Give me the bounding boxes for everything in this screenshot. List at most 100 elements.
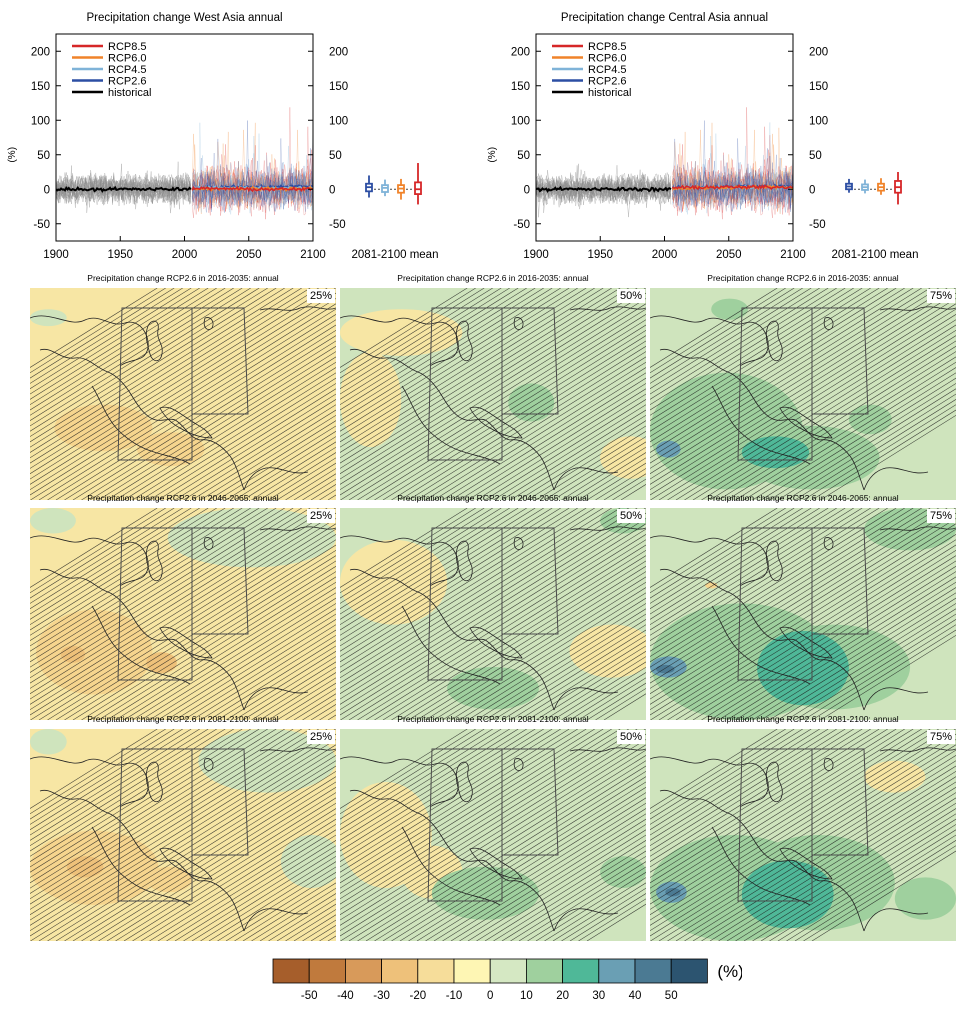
hatch-line (340, 739, 646, 932)
hatch-line (72, 555, 336, 720)
hatch-line (811, 409, 956, 500)
hatch-line (650, 508, 880, 652)
hatch-line (30, 729, 234, 857)
hatch-line (30, 288, 217, 406)
scenario-member-line (191, 154, 314, 212)
map-title: Precipitation change RCP2.6 in 2046-2065… (397, 493, 589, 503)
hatch-line (340, 729, 536, 852)
map-title: Precipitation change RCP2.6 in 2016-2035… (87, 273, 279, 283)
coastline (39, 789, 133, 838)
hatch-line (650, 288, 812, 390)
persian-gulf-outline (159, 626, 213, 659)
hatch-line (174, 619, 336, 720)
coastline (509, 880, 555, 932)
hatch-line (30, 508, 183, 604)
hatch-line (709, 565, 956, 720)
hatch-line (667, 539, 956, 720)
hatch-line (340, 288, 638, 475)
hatch-line (234, 877, 336, 941)
hatch-line (760, 597, 956, 720)
hatch-line (650, 508, 897, 663)
hatch-line (340, 729, 510, 836)
hatch-line (735, 581, 956, 720)
unhatched-region (615, 288, 646, 500)
hatch-line (30, 508, 192, 610)
map-contour-region (741, 860, 834, 929)
hatch-line (442, 813, 646, 941)
hatch-line (650, 508, 786, 594)
hatch-line (81, 781, 336, 941)
hatch-line (382, 335, 646, 500)
hatch-line (442, 592, 646, 720)
hatch-line (518, 420, 646, 500)
hatch-line (47, 539, 336, 720)
hatch-line (64, 770, 336, 941)
hatch-line (684, 549, 956, 720)
scenario-member-line (672, 163, 794, 220)
persian-gulf-outline (469, 406, 523, 439)
x-tick-label: 2000 (172, 249, 198, 261)
hatch-line (30, 729, 328, 916)
hatch-line (30, 288, 234, 416)
scenario-member-line (671, 152, 794, 217)
hatch-line (650, 508, 795, 599)
hatch-line (340, 729, 553, 862)
scenario-member-line (671, 126, 794, 218)
hatch-line (650, 508, 837, 626)
coastline (879, 306, 956, 311)
hatch-line (30, 508, 277, 663)
hatch-line (340, 729, 612, 900)
hatch-line (769, 603, 956, 720)
scenario-member-line (672, 133, 794, 214)
hatch-line (340, 508, 468, 588)
aral-sea-outline (513, 317, 524, 330)
map-canvas (650, 508, 956, 720)
hatch-line (803, 624, 956, 720)
hatch-line (569, 672, 646, 720)
map-contour-region (30, 729, 67, 755)
hatch-line (340, 729, 638, 916)
hatch-line (561, 666, 646, 720)
y-tick-label-right: 0 (329, 184, 335, 196)
y-tick-label-right: 200 (809, 46, 828, 58)
hatch-line (30, 739, 336, 932)
hatch-line (552, 441, 646, 500)
hatch-line (89, 786, 336, 941)
mean-label: 2081-2100 mean (352, 249, 439, 261)
hatch-line (433, 367, 646, 500)
hatch-line (650, 729, 829, 841)
map-contour-region (711, 298, 748, 320)
precipitation-map: 75% (650, 729, 956, 941)
hatch-line (586, 462, 646, 500)
coastline (819, 439, 865, 491)
scenario-member-line (671, 155, 794, 209)
hatch-line (701, 781, 956, 941)
hatch-line (544, 877, 646, 941)
y-tick-label-right: 100 (329, 115, 348, 127)
west-asia-region-box (427, 748, 503, 902)
hatch-line (650, 733, 956, 926)
hatch-line (650, 729, 939, 910)
hatch-line (391, 560, 646, 720)
hatch-line (433, 808, 646, 941)
hatch-line (30, 508, 175, 599)
central-asia-region-box (811, 748, 869, 856)
hatch-line (340, 288, 544, 416)
map-canvas (650, 729, 956, 941)
precipitation-map: 50% (340, 288, 646, 500)
series-line-RCP85 (671, 183, 793, 191)
hatch-line (650, 508, 820, 615)
hatch-line (650, 288, 837, 406)
hatch-line (811, 850, 956, 941)
hatch-line (340, 508, 629, 689)
x-tick-label: 2100 (780, 249, 806, 261)
hatch-line (174, 840, 336, 941)
coastline (199, 439, 245, 491)
boxplot-RCP26 (365, 175, 373, 198)
hatch-line (650, 508, 905, 668)
coastline (711, 826, 811, 906)
central-asia-region-box (501, 527, 559, 635)
scenario-member-line (671, 107, 794, 216)
persian-gulf-outline (779, 626, 833, 659)
hatch-line (650, 729, 922, 900)
